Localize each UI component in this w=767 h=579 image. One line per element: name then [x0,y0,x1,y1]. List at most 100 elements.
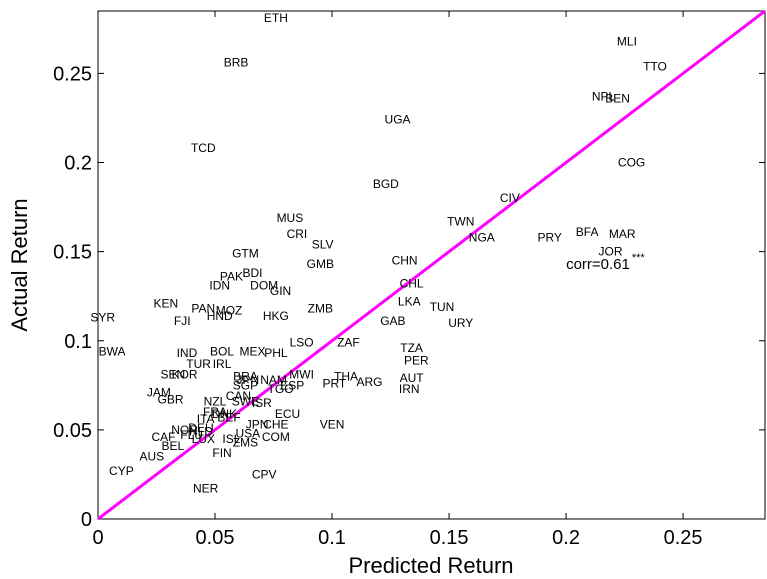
y-axis-label: Actual Return [7,198,32,331]
country-label-mex: MEX [239,344,265,358]
country-label-swe: SWE [232,394,259,408]
country-label-tcd: TCD [191,141,216,155]
country-label-jpn: JPN [236,373,259,387]
country-label-tun: TUN [430,300,455,314]
country-label-syr: SYR [90,311,115,325]
correlation-annotation: corr=0.61 [566,256,630,273]
y-tick-label: 0.05 [53,420,92,442]
x-tick-label: 0.25 [664,527,703,549]
country-label-ind: IND [177,346,198,360]
country-label-lux: LUX [192,432,215,446]
country-label-ner: NER [193,482,219,496]
country-label-ben: BEN [605,91,630,105]
country-label-cog: COG [618,156,645,170]
country-label-fin: FIN [212,446,231,460]
country-label-prt: PRT [322,377,346,391]
x-tick-label: 0.15 [430,527,469,549]
country-label-jam: JAM [147,385,171,399]
country-label-uga: UGA [385,113,411,127]
country-label-esp: ESP [280,378,304,392]
country-label-hkg: HKG [263,309,289,323]
country-label-chn: CHN [392,254,418,268]
country-label-mli: MLI [617,34,637,48]
country-label-dom: DOM [250,278,278,292]
country-label-zmb: ZMB [308,302,333,316]
country-label-bgd: BGD [373,177,399,191]
country-label-ven: VEN [320,418,345,432]
country-label-ken: KEN [154,296,179,310]
country-label-cri: CRI [287,227,308,241]
country-label-bel: BEL [162,439,185,453]
country-label-nam: NAM [260,373,287,387]
country-label-deu: DEU [188,421,213,435]
significance-stars: *** [632,252,646,264]
country-label-sen: SEN [161,368,186,382]
country-label-sgp: SGP [233,378,258,392]
country-label-slv: SLV [312,238,334,252]
country-label-lso: LSO [290,336,314,350]
country-label-per: PER [404,353,429,367]
country-label-twn: TWN [447,214,474,228]
country-label-aus: AUS [139,450,164,464]
country-label-bdi: BDI [242,266,262,280]
country-label-ecu: ECU [275,407,300,421]
annotation-group: corr=0.61 *** [566,252,645,273]
country-label-bfa: BFA [576,225,599,239]
country-label-tza: TZA [400,341,423,355]
country-label-irn: IRN [399,382,420,396]
x-tick-label: 0.05 [196,527,235,549]
y-tick-label: 0 [81,509,92,531]
reference-line-group [97,9,766,521]
country-label-brb: BRB [224,56,249,70]
x-axis-label: Predicted Return [348,553,513,578]
country-label-arg: ARG [356,375,382,389]
country-label-zaf: ZAF [337,336,360,350]
country-label-pak: PAK [220,270,243,284]
country-label-tur: TUR [186,357,211,371]
country-label-gtm: GTM [232,246,259,260]
country-label-che: CHE [263,418,288,432]
country-label-npl: NPL [592,90,616,104]
country-label-tto: TTO [643,59,667,73]
country-label-dnk: DNK [212,407,237,421]
country-label-aut: AUT [400,371,425,385]
country-label-caf: CAF [152,430,176,444]
country-label-nzl: NZL [204,394,227,408]
country-label-gmb: GMB [307,257,334,271]
country-label-fra: FRA [203,405,227,419]
country-label-eth: ETH [264,11,288,25]
country-label-moz: MOZ [216,303,243,317]
country-label-kor: KOR [172,368,198,382]
y-tick-label: 0.25 [53,63,92,85]
country-label-phl: PHL [264,346,288,360]
country-label-com: COM [262,430,290,444]
country-label-lka: LKA [398,295,421,309]
country-label-nor: NOR [171,423,198,437]
country-label-mar: MAR [609,227,636,241]
x-tick-label: 0.1 [318,527,346,549]
reference-line [97,9,766,521]
y-tick-label: 0.15 [53,242,92,264]
country-label-gbr: GBR [158,393,184,407]
country-label-irl: IRL [213,357,232,371]
country-label-nga: NGA [469,230,495,244]
x-tick-label: 0 [92,527,103,549]
country-label-bol: BOL [210,344,234,358]
country-label-tgo: TGO [268,382,294,396]
country-label-mus: MUS [277,211,304,225]
country-label-jor: JOR [599,245,623,259]
country-label-pan: PAN [191,302,215,316]
country-label-ury: URY [448,316,473,330]
country-label-bef: BEF [217,410,240,424]
country-label-isl: ISL [222,432,240,446]
country-label-idn: IDN [209,278,230,292]
country-label-gin: GIN [270,284,291,298]
country-label-pry: PRY [537,230,561,244]
country-label-bra: BRA [233,369,258,383]
y-tick-label: 0.2 [64,153,92,175]
country-label-ita: ITA [197,412,215,426]
country-label-fji: FJI [174,314,191,328]
country-label-can: CAN [226,389,251,403]
country-label-nld: NLD [189,425,213,439]
